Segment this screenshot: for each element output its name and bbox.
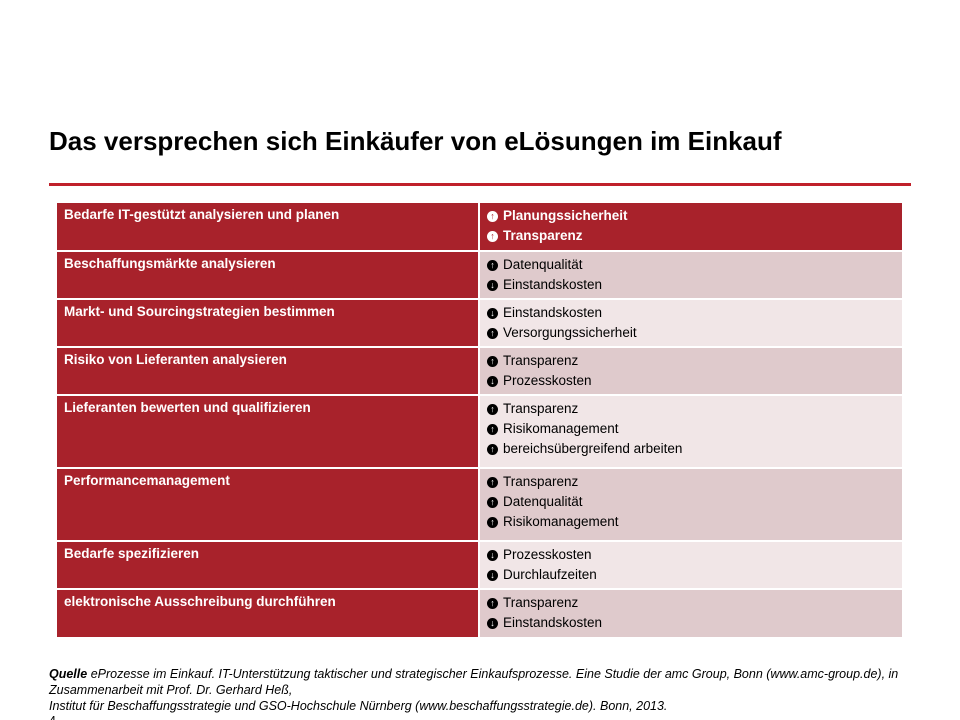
- benefits-cell: ↑ Datenqualität ↓ Einstandskosten: [480, 252, 902, 298]
- benefit-item: ↓ Prozesskosten: [487, 371, 895, 391]
- benefit-text: Transparenz: [503, 595, 579, 610]
- benefit-text: Risikomanagement: [503, 421, 619, 436]
- benefit-item: ↓ Einstandskosten: [487, 303, 895, 323]
- benefit-item: ↑ Versorgungssicherheit: [487, 323, 895, 343]
- benefit-text: bereichsübergreifend arbeiten: [503, 441, 683, 456]
- arrow-up-icon: ↑: [487, 443, 498, 455]
- table-row: Lieferanten bewerten und qualifizieren ↑ T…: [57, 396, 902, 467]
- table-row: Beschaffungsmärkte analysieren ↑ Datenqual…: [57, 252, 902, 298]
- arrow-up-icon: ↑: [487, 259, 498, 271]
- process-label: Bedarfe IT-gestützt analysieren und plan…: [57, 203, 478, 250]
- benefit-item: ↑ Planungssicherheit: [487, 206, 895, 226]
- source-text-2: Institut für Beschaffungsstrategie und G…: [49, 699, 668, 713]
- benefit-item: ↓ Prozesskosten: [487, 545, 895, 565]
- benefit-text: Durchlaufzeiten: [503, 567, 597, 582]
- arrow-up-icon: ↑: [487, 476, 498, 488]
- benefit-text: Transparenz: [503, 353, 579, 368]
- source-text: eProzesse im Einkauf. IT-Unterstützung t…: [49, 667, 899, 697]
- arrow-up-icon: ↑: [487, 210, 498, 222]
- benefits-cell: ↓ Prozesskosten ↓ Durchlaufzeiten: [480, 542, 902, 588]
- process-label: Performancemanagement: [57, 469, 478, 540]
- benefit-item: ↑ bereichsübergreifend arbeiten: [487, 439, 895, 459]
- benefits-cell: ↑ Transparenz ↓ Prozesskosten: [480, 348, 902, 394]
- table-row: Performancemanagement ↑ Transparenz ↑ Datenq…: [57, 469, 902, 540]
- benefit-item: ↑ Datenqualität: [487, 255, 895, 275]
- process-label: Lieferanten bewerten und qualifizieren: [57, 396, 478, 467]
- table-row: Bedarfe IT-gestützt analysieren und plan…: [57, 203, 902, 250]
- benefit-text: Prozesskosten: [503, 373, 592, 388]
- benefit-text: Risikomanagement: [503, 514, 619, 529]
- benefit-item: ↑ Transparenz: [487, 472, 895, 492]
- process-label: elektronische Ausschreibung durchführen: [57, 590, 478, 637]
- arrow-down-icon: ↓: [487, 279, 498, 291]
- process-label: Markt- und Sourcingstrategien bestimmen: [57, 300, 478, 346]
- benefit-item: ↑ Transparenz: [487, 593, 895, 613]
- benefit-text: Transparenz: [503, 228, 583, 243]
- arrow-down-icon: ↓: [487, 375, 498, 387]
- table-row: Risiko von Lieferanten analysieren ↑ Trans…: [57, 348, 902, 394]
- benefits-cell: ↑ Transparenz ↓ Einstandskosten: [480, 590, 902, 637]
- process-label: Risiko von Lieferanten analysieren: [57, 348, 478, 394]
- arrow-down-icon: ↓: [487, 307, 498, 319]
- benefit-text: Einstandskosten: [503, 305, 603, 320]
- benefit-item: ↓ Durchlaufzeiten: [487, 565, 895, 585]
- benefit-text: Prozesskosten: [503, 547, 592, 562]
- page-number: 4: [49, 714, 56, 720]
- benefit-text: Planungssicherheit: [503, 208, 628, 223]
- title-divider: [49, 183, 911, 186]
- benefit-item: ↑ Transparenz: [487, 226, 895, 246]
- table-row: elektronische Ausschreibung durchführen ↑…: [57, 590, 902, 637]
- benefit-item: ↑ Transparenz: [487, 399, 895, 419]
- arrow-up-icon: ↑: [487, 516, 498, 528]
- table-row: Markt- und Sourcingstrategien bestimmen ↓…: [57, 300, 902, 346]
- benefit-text: Einstandskosten: [503, 277, 603, 292]
- slide-title: Das versprechen sich Einkäufer von eLösu…: [49, 126, 782, 156]
- benefit-text: Versorgungssicherheit: [503, 325, 637, 340]
- benefits-cell: ↑ Transparenz ↑ Datenqualität ↑ Risikomanagem…: [480, 469, 902, 540]
- arrow-up-icon: ↑: [487, 597, 498, 609]
- benefit-item: ↑ Transparenz: [487, 351, 895, 371]
- benefit-item: ↓ Einstandskosten: [487, 275, 895, 295]
- arrow-up-icon: ↑: [487, 423, 498, 435]
- table-row: Bedarfe spezifizieren ↓ Prozesskosten ↓ Durc…: [57, 542, 902, 588]
- benefit-text: Einstandskosten: [503, 615, 603, 630]
- benefit-item: ↑ Datenqualität: [487, 492, 895, 512]
- benefits-table: Bedarfe IT-gestützt analysieren und plan…: [57, 203, 902, 639]
- arrow-up-icon: ↑: [487, 403, 498, 415]
- process-label: Beschaffungsmärkte analysieren: [57, 252, 478, 298]
- arrow-up-icon: ↑: [487, 355, 498, 367]
- arrow-up-icon: ↑: [487, 327, 498, 339]
- benefit-text: Datenqualität: [503, 494, 583, 509]
- benefit-text: Transparenz: [503, 474, 579, 489]
- benefits-cell: ↓ Einstandskosten ↑ Versorgungssicherheit: [480, 300, 902, 346]
- arrow-down-icon: ↓: [487, 549, 498, 561]
- benefit-item: ↑ Risikomanagement: [487, 512, 895, 532]
- benefit-item: ↓ Einstandskosten: [487, 613, 895, 633]
- benefit-text: Transparenz: [503, 401, 579, 416]
- arrow-down-icon: ↓: [487, 569, 498, 581]
- source-note: Quelle eProzesse im Einkauf. IT-Unterstü…: [49, 666, 939, 714]
- arrow-down-icon: ↓: [487, 617, 498, 629]
- process-label: Bedarfe spezifizieren: [57, 542, 478, 588]
- arrow-up-icon: ↑: [487, 496, 498, 508]
- benefits-cell: ↑ Planungssicherheit ↑ Transparenz: [480, 203, 902, 250]
- benefit-text: Datenqualität: [503, 257, 583, 272]
- source-label: Quelle: [49, 667, 88, 681]
- benefit-item: ↑ Risikomanagement: [487, 419, 895, 439]
- benefits-cell: ↑ Transparenz ↑ Risikomanagement ↑ bereichsüb…: [480, 396, 902, 467]
- arrow-up-icon: ↑: [487, 230, 498, 242]
